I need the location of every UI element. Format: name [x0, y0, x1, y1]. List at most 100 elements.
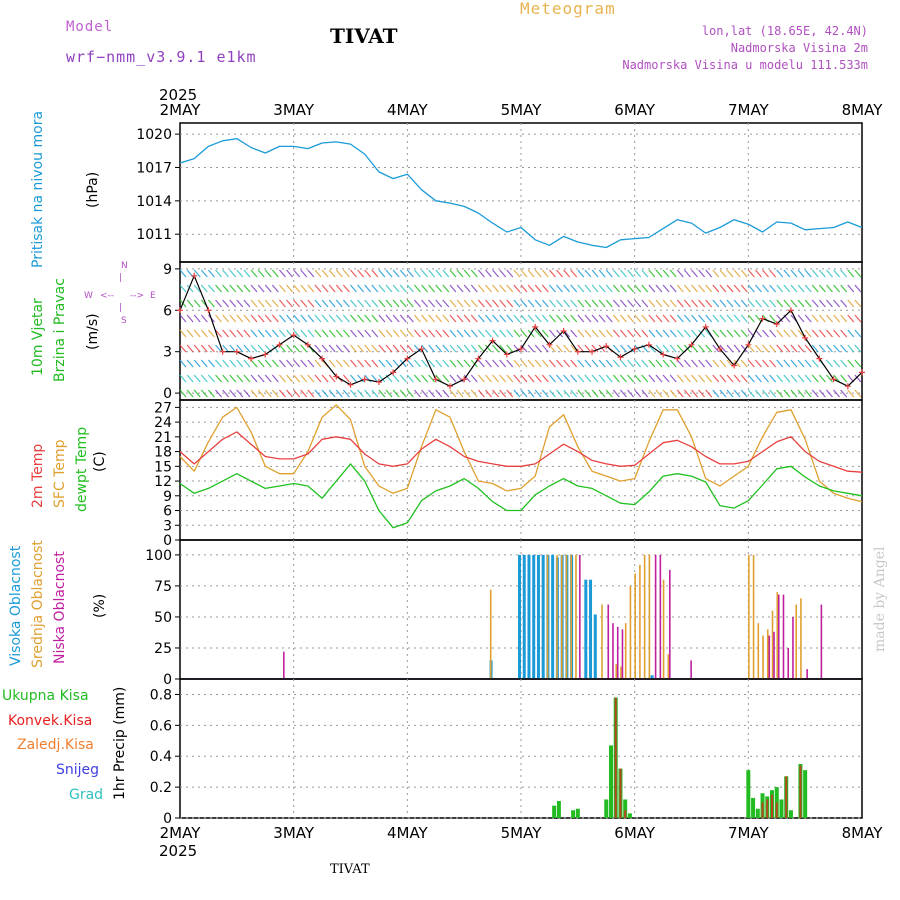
- precip-tick-label: 0.4: [150, 749, 172, 765]
- wind-barb: [222, 329, 230, 338]
- wind-barb: [350, 329, 357, 338]
- wind-barb: [435, 269, 443, 278]
- wind-barb: [811, 329, 819, 338]
- wind-barb: [740, 359, 748, 368]
- temp-unit: (C): [92, 451, 108, 472]
- wind-barb: [264, 299, 272, 308]
- wind-barb: [357, 389, 365, 398]
- wind-barb: [634, 329, 642, 338]
- wind-barb: [833, 359, 841, 368]
- cloud-mid-bar: [624, 623, 627, 679]
- wind-barb: [215, 284, 222, 293]
- wind-barb: [506, 389, 514, 398]
- wind-barb: [449, 359, 457, 368]
- wind-barb: [399, 314, 407, 323]
- wind-barb: [826, 269, 833, 278]
- wind-gust-marker: [304, 341, 311, 348]
- wind-barb: [662, 329, 670, 338]
- wind-barb: [726, 329, 734, 338]
- wind-barb: [350, 269, 357, 278]
- wind-barb: [634, 284, 642, 293]
- wind-barb: [513, 314, 521, 323]
- wind-barb: [719, 329, 727, 338]
- wind-tick-label: 3: [163, 345, 172, 361]
- pressure-panel: 1020 1017 1014 1011: [136, 122, 863, 263]
- wind-barb: [733, 284, 741, 293]
- wind-barb: [577, 329, 585, 338]
- wind-gust-marker: [688, 341, 695, 348]
- wind-barb: [264, 329, 272, 338]
- wind-barb: [243, 359, 251, 368]
- wind-barb: [662, 374, 670, 383]
- wind-barb: [698, 374, 706, 383]
- wind-barb: [811, 269, 819, 278]
- precip-total-bar: [604, 799, 609, 818]
- cloud-tick-label: 100: [145, 548, 172, 564]
- wind-gust-marker: [844, 383, 851, 390]
- wind-barb: [570, 314, 578, 323]
- wind-barb: [520, 314, 528, 323]
- wind-barb: [776, 389, 784, 398]
- wind-gust-marker: [518, 345, 524, 352]
- wind-barb: [747, 314, 755, 323]
- wind-barb: [378, 344, 386, 353]
- wind-barb: [847, 269, 855, 278]
- wind-barb: [456, 299, 464, 308]
- wind-barb: [847, 359, 855, 368]
- wind-barb: [307, 299, 315, 308]
- wind-barb: [648, 389, 656, 398]
- wind-barb: [513, 374, 521, 383]
- wind-barb: [335, 314, 343, 323]
- wind-barb: [215, 329, 222, 338]
- wind-barb: [477, 344, 485, 353]
- wind-barb: [691, 284, 698, 293]
- wind-barb: [811, 284, 819, 293]
- cloud-unit: (%): [92, 594, 108, 618]
- elevation-label: Nadmorska Visina 2m: [730, 41, 868, 55]
- wind-barb: [364, 359, 372, 368]
- wind-barb: [207, 299, 215, 308]
- wind-barb: [307, 389, 315, 398]
- wind-gust-marker: [546, 341, 553, 348]
- wind-barb: [371, 329, 379, 338]
- wind-barb: [257, 329, 265, 338]
- cloud-mid-bar: [667, 654, 670, 679]
- wind-barb: [342, 359, 350, 368]
- wind-barb: [719, 314, 727, 323]
- bottom-date-label: 5MAY: [501, 824, 543, 842]
- wind-barb: [634, 374, 642, 383]
- wind-barb: [506, 284, 514, 293]
- model-name: wrf−nmm_v3.9.1 e1km: [66, 48, 257, 66]
- precip-tick-label: 0.2: [150, 780, 172, 796]
- cloud-tick-label: 25: [154, 641, 172, 657]
- wind-gust-marker: [233, 348, 240, 355]
- wind-barb: [229, 284, 237, 293]
- wind-barb: [271, 284, 279, 293]
- bottom-date-label: 2MAY: [160, 824, 202, 842]
- wind-barb: [726, 314, 734, 323]
- wind-barb: [456, 314, 464, 323]
- wind-barb: [570, 344, 578, 353]
- wind-gust-marker: [390, 369, 397, 376]
- wind-barb: [854, 314, 862, 323]
- cloud-mid-bar: [639, 564, 641, 679]
- wind-barb: [783, 374, 791, 383]
- wind-barb: [364, 299, 372, 308]
- cloud-low-bar: [654, 554, 657, 679]
- wind-barb: [257, 344, 265, 353]
- wind-barb: [627, 374, 635, 383]
- wind-barb: [264, 269, 272, 278]
- precip-conv-bar: [775, 802, 778, 818]
- cloud-low-bar: [782, 594, 785, 679]
- model-label: Model: [66, 19, 114, 35]
- wind-barb: [556, 374, 563, 383]
- wind-barb: [463, 344, 471, 353]
- cloud-low-bar: [616, 626, 619, 679]
- wind-barb: [698, 269, 706, 278]
- sfc-temp-line: [179, 404, 863, 503]
- wind-barb: [854, 284, 862, 293]
- wind-barb: [620, 359, 627, 368]
- wind-barb: [534, 299, 542, 308]
- pressure-unit: (hPa): [85, 172, 101, 208]
